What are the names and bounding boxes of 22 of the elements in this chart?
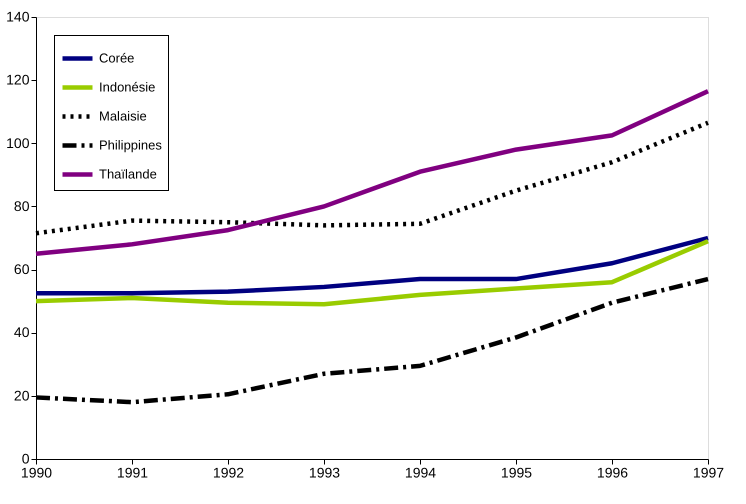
x-tick-label: 1993	[308, 464, 340, 480]
y-tick-label: 60	[14, 261, 30, 278]
legend-label: Philippines	[99, 138, 162, 152]
x-tick-label: 1997	[692, 464, 724, 480]
y-tick-label: 20	[14, 387, 30, 404]
legend-label: Corée	[99, 50, 134, 66]
y-tick-label: 40	[14, 324, 30, 340]
x-tick-label: 1996	[596, 464, 628, 480]
legend-label: Thaïlande	[99, 166, 157, 182]
x-tick-label: 1992	[212, 464, 244, 480]
x-tick-label: 1990	[20, 464, 52, 480]
y-tick-label: 0	[22, 450, 30, 466]
y-tick-label: 80	[14, 198, 30, 214]
x-tick-label: 1994	[404, 464, 436, 480]
legend-label: Malaisie	[99, 108, 147, 124]
legend-label: Indonésie	[99, 80, 156, 94]
y-tick-label: 100	[6, 134, 30, 151]
line-series	[34, 238, 710, 307]
y-tick-label: 120	[6, 72, 30, 88]
x-tick-label: 1991	[116, 464, 148, 480]
x-tick-label: 1995	[500, 464, 532, 480]
y-tick-label: 140	[6, 8, 30, 24]
